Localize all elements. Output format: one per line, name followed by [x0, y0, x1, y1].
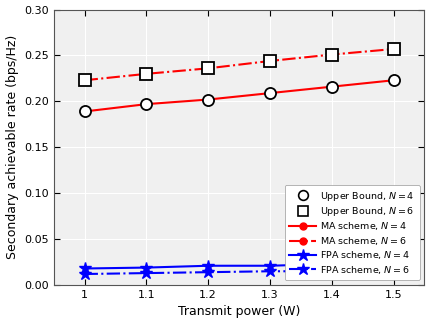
- Legend: Upper Bound, $N = 4$, Upper Bound, $N = 6$, MA scheme, $N = 4$, MA scheme, $N = : Upper Bound, $N = 4$, Upper Bound, $N = …: [285, 185, 420, 280]
- X-axis label: Transmit power (W): Transmit power (W): [178, 306, 300, 318]
- Y-axis label: Secondary achievable rate (bps/Hz): Secondary achievable rate (bps/Hz): [6, 35, 18, 260]
